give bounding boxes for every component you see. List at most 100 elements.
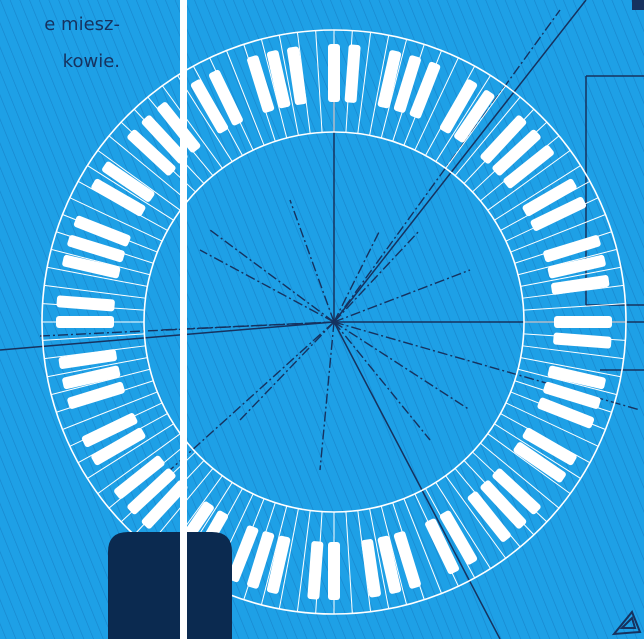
white-key-separator (108, 135, 188, 202)
black-key (127, 129, 176, 176)
black-key (467, 491, 511, 542)
black-key (543, 381, 601, 409)
black-key (73, 215, 131, 247)
dashed-ray (333, 229, 381, 323)
black-key (530, 196, 587, 231)
black-key (56, 295, 115, 312)
black-key (551, 275, 610, 295)
black-key (547, 365, 606, 390)
white-key-separator (494, 165, 581, 221)
black-key (56, 316, 114, 328)
white-key-separator (87, 423, 174, 479)
white-key-separator (380, 39, 408, 139)
white-key-separator (480, 442, 560, 509)
black-key (91, 178, 146, 217)
black-key (62, 365, 121, 390)
black-key (190, 79, 229, 134)
white-key-separator (69, 197, 163, 242)
white-key-separator (296, 510, 311, 612)
white-key-separator (315, 30, 323, 133)
black-key (247, 55, 275, 113)
black-key (439, 510, 478, 565)
black-key (247, 531, 275, 589)
white-key-separator (47, 357, 148, 378)
black-key (492, 468, 541, 515)
dashed-ray (239, 321, 335, 421)
corner-marker (632, 0, 644, 10)
black-key (492, 129, 541, 176)
white-key-separator (51, 248, 151, 276)
black-key (58, 349, 117, 369)
black-key (141, 480, 188, 529)
black-key (141, 115, 188, 164)
black-key (553, 332, 612, 349)
black-key (266, 50, 291, 109)
black-key (208, 69, 243, 126)
text-fragment-line-1: e miesz- (44, 14, 120, 35)
white-key-separator (161, 85, 223, 169)
black-key (377, 535, 402, 594)
white-key-separator (260, 39, 288, 139)
black-key (393, 55, 421, 113)
black-key (409, 61, 441, 119)
white-key-separator (445, 475, 507, 559)
white-key-separator (51, 368, 151, 396)
drafting-triangle-icon (611, 610, 642, 636)
black-key (425, 518, 460, 575)
black-key (522, 427, 577, 466)
white-key-separator (62, 391, 158, 430)
white-key-separator (510, 214, 606, 253)
vertical-white-line-over-panel (180, 532, 187, 639)
black-key (287, 46, 307, 105)
white-key-separator (87, 165, 174, 221)
white-key-separator (414, 57, 459, 151)
white-key-separator (487, 149, 571, 211)
white-key-separator (278, 508, 299, 609)
white-key-separator (357, 32, 372, 134)
white-key-separator (403, 498, 442, 594)
white-key-separator (517, 248, 617, 276)
black-key (266, 535, 291, 594)
white-key-separator (435, 482, 491, 569)
white-key-separator (487, 433, 571, 495)
black-key (454, 90, 495, 143)
black-key (81, 413, 138, 448)
dashed-ray (199, 249, 335, 323)
white-key-separator (278, 35, 299, 136)
black-key (227, 525, 259, 583)
text-fragment-line-2: kowie. (62, 51, 120, 72)
black-key (480, 480, 527, 529)
black-key (328, 44, 340, 102)
white-key-separator (520, 266, 621, 287)
black-key (62, 254, 121, 279)
black-key (67, 235, 125, 263)
white-key-separator (345, 511, 353, 614)
white-key-separator (42, 333, 145, 341)
dashed-ray (333, 229, 421, 323)
white-key-separator (369, 508, 390, 609)
black-key (361, 539, 381, 598)
white-key-separator (44, 284, 146, 299)
white-key-separator (505, 402, 599, 447)
black-key (114, 455, 165, 499)
white-key-separator (435, 75, 491, 162)
white-key-separator (517, 368, 617, 396)
white-key-separator (260, 505, 288, 605)
black-key (554, 316, 612, 328)
black-key (393, 531, 421, 589)
vertical-white-line (180, 0, 187, 639)
black-key (328, 542, 340, 600)
text-fragment: e miesz- kowie. (0, 6, 120, 80)
white-key-separator (520, 357, 621, 378)
dashed-ray (209, 229, 335, 323)
white-key-separator (445, 85, 507, 169)
black-key (67, 381, 125, 409)
white-key-separator (369, 35, 390, 136)
black-key (537, 397, 595, 429)
white-key-separator (380, 505, 408, 605)
dashed-ray (333, 269, 471, 323)
black-key (127, 468, 176, 515)
black-key (344, 44, 361, 103)
dashed-ray (169, 321, 335, 471)
